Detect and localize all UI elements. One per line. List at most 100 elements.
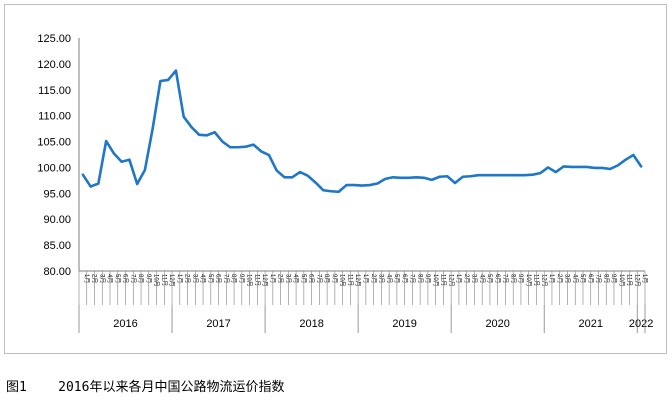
x-month-label: 4月 — [292, 274, 299, 283]
data-point — [578, 166, 580, 168]
x-month-label: 7月 — [222, 274, 229, 283]
figure-title: 2016年以来各月中国公路物流运价指数 — [58, 380, 285, 395]
y-tick-label: 100.00 — [37, 162, 71, 174]
data-point — [384, 177, 387, 180]
x-month-label: 11月 — [626, 274, 633, 286]
data-point — [221, 140, 224, 143]
x-month-label: 8月 — [509, 274, 516, 283]
data-point — [144, 169, 146, 171]
data-point — [461, 175, 464, 178]
x-month-label: 4月 — [571, 274, 578, 283]
figure-caption: 图1 2016年以来各月中国公路物流运价指数 — [6, 376, 284, 395]
x-month-label: 2月 — [184, 274, 191, 283]
x-month-label: 3月 — [471, 274, 478, 283]
y-axis-ticks: 80.00 85.00 90.00 95.00 100.00 105.00 110.00 11… — [37, 33, 71, 278]
figure-number: 图1 — [6, 380, 27, 395]
data-point — [159, 80, 162, 82]
x-month-label: 6月 — [215, 274, 222, 283]
data-point — [291, 176, 294, 179]
x-month-label: 1月 — [641, 274, 648, 283]
x-month-label: 12月 — [540, 274, 547, 287]
data-point — [136, 183, 139, 185]
x-axis-ticks: 1月 2月 3月 4月 5月 6月 7月 8月 9月 10月 11月 12月 1月 2月 3月 4月 5月 6月 7… — [78, 271, 648, 305]
data-point — [244, 145, 247, 148]
data-point — [399, 176, 402, 179]
data-point — [454, 182, 456, 184]
data-point — [353, 184, 356, 186]
series-group — [81, 69, 643, 194]
x-month-label: 3月 — [98, 274, 105, 283]
x-month-label: 8月 — [416, 274, 423, 283]
axes — [78, 38, 645, 272]
data-point — [469, 175, 472, 178]
x-month-label: 6月 — [122, 274, 129, 283]
x-month-label: 10月 — [339, 274, 346, 287]
data-point — [500, 174, 503, 177]
data-point — [423, 176, 425, 179]
data-point — [562, 165, 565, 168]
data-point — [446, 175, 449, 178]
x-month-label: 8月 — [137, 274, 144, 283]
x-month-label: 7月 — [315, 274, 322, 283]
data-point — [593, 167, 596, 169]
x-month-label: 1月 — [455, 274, 462, 283]
data-point — [407, 176, 410, 179]
data-point — [547, 166, 549, 169]
data-point — [345, 184, 348, 186]
data-point — [361, 184, 363, 187]
data-point — [430, 178, 433, 181]
x-month-label: 10月 — [153, 274, 160, 287]
x-month-label: 12月 — [633, 274, 640, 287]
data-point — [97, 182, 100, 185]
x-month-label: 6月 — [587, 274, 594, 283]
x-month-label: 11月 — [533, 274, 540, 286]
y-tick-label: 90.00 — [43, 214, 71, 226]
data-point — [477, 174, 480, 177]
y-tick-label: 80.00 — [43, 266, 71, 278]
data-point — [601, 167, 604, 169]
data-point — [120, 160, 123, 163]
year-label: 2017 — [206, 318, 230, 330]
data-point — [151, 127, 154, 130]
x-month-label: 4月 — [478, 274, 485, 283]
x-month-label: 1月 — [176, 274, 183, 283]
data-point — [105, 140, 108, 142]
x-month-label: 5月 — [579, 274, 586, 283]
x-month-label: 4月 — [385, 274, 392, 283]
x-month-label: 12月 — [354, 274, 361, 287]
x-month-label: 5月 — [300, 274, 307, 283]
x-month-label: 11月 — [160, 274, 167, 286]
data-point — [554, 171, 557, 174]
x-month-label: 3月 — [284, 274, 291, 283]
x-month-label: 3月 — [378, 274, 385, 283]
x-month-label: 9月 — [145, 274, 152, 283]
x-month-label: 9月 — [238, 274, 245, 283]
x-month-label: 7月 — [129, 274, 136, 283]
x-month-label: 5月 — [486, 274, 493, 283]
y-tick-label: 125.00 — [37, 33, 71, 45]
data-point — [190, 126, 193, 128]
data-point — [314, 181, 317, 184]
data-point — [81, 173, 84, 176]
data-point — [229, 146, 232, 149]
x-month-label: 12月 — [168, 274, 175, 287]
data-point — [640, 165, 643, 168]
x-month-label: 2月 — [277, 274, 284, 283]
data-point — [585, 166, 588, 168]
x-month-label: 2月 — [370, 274, 377, 283]
data-point — [516, 174, 518, 177]
x-month-label: 10月 — [525, 274, 532, 287]
x-month-label: 11月 — [440, 274, 447, 286]
x-month-label: 11月 — [346, 274, 353, 286]
data-point — [299, 171, 301, 174]
y-tick-label: 110.00 — [38, 111, 71, 123]
data-point — [275, 169, 278, 172]
x-month-label: 2月 — [556, 274, 563, 283]
data-point — [89, 185, 92, 188]
data-point — [167, 79, 170, 81]
data-point — [609, 168, 612, 170]
data-point — [570, 166, 573, 168]
data-point — [531, 173, 534, 176]
data-point — [175, 69, 177, 72]
x-month-label: 3月 — [191, 274, 198, 283]
